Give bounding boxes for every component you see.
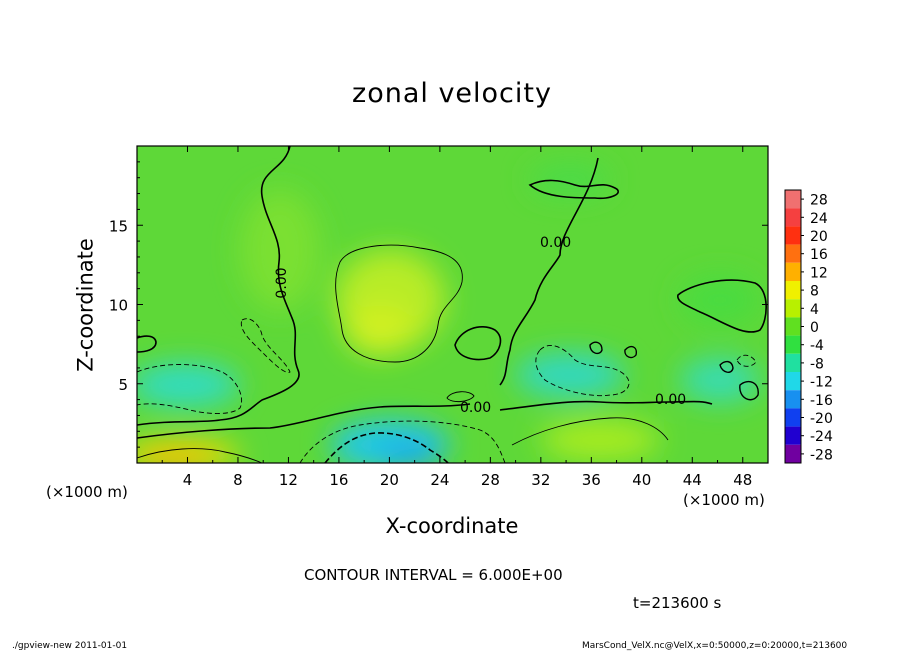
x-axis: 4 8 12 16 20 24 28 32 36 40 44 48 <box>161 146 752 489</box>
colorbar-label: 4 <box>810 302 819 318</box>
y-axis-label: Z-coordinate <box>73 238 98 372</box>
zero-contour-right-lower <box>499 400 713 411</box>
zero-contour-small-mid <box>624 345 638 359</box>
heatmap-field: 0.00 0.00 0.00 0.00 <box>137 146 768 463</box>
colorbar-label: 0 <box>810 320 819 336</box>
negative-contour-left <box>137 364 242 414</box>
colorbar-label: -4 <box>810 338 824 354</box>
colorbar-label: -8 <box>810 356 824 372</box>
y-tick-label: 15 <box>109 217 128 235</box>
footer-right: MarsCond_VelX.nc@VelX,x=0:50000,z=0:2000… <box>582 641 848 651</box>
colorbar-label: -20 <box>810 411 833 427</box>
colorbar-label: 28 <box>810 193 828 209</box>
chart-title: zonal velocity <box>352 78 552 109</box>
contour-label-zero-right: 0.00 <box>655 392 686 408</box>
zero-contour-small-far-right <box>739 380 759 401</box>
colorbar-label: -12 <box>810 375 833 391</box>
colorbar-label: -28 <box>810 447 833 463</box>
positive-contour-bottom-left <box>137 448 263 463</box>
x-tick-label: 32 <box>531 471 550 489</box>
colorbar-swatch <box>785 317 801 336</box>
x-unit-label-right: (×1000 m) <box>683 491 765 509</box>
negative-contour-bottom-outer <box>299 420 506 463</box>
contour-label-zero-top: 0.00 <box>540 235 571 251</box>
colorbar-swatch <box>785 444 801 463</box>
field-background <box>137 146 768 463</box>
zero-contour-right <box>499 157 599 386</box>
colorbar-swatch <box>785 208 801 227</box>
colorbar-swatch <box>785 426 801 445</box>
y-tick-label: 5 <box>118 376 128 394</box>
colorbar-label: 8 <box>810 284 819 300</box>
x-axis-label: X-coordinate <box>385 514 519 538</box>
colorbar-swatch <box>785 262 801 281</box>
colorbar-label: 16 <box>810 247 828 263</box>
neutral-region-top <box>530 165 610 195</box>
colorbar-swatch <box>785 226 801 245</box>
colorbar-label: 20 <box>810 229 828 245</box>
colorbar-swatch <box>785 299 801 318</box>
zero-contour-island-right <box>677 279 767 333</box>
colorbar-swatch <box>785 335 801 354</box>
zero-contour-left <box>137 146 300 426</box>
x-tick-label: 44 <box>683 471 702 489</box>
x-tick-label: 12 <box>279 471 298 489</box>
colorbar-swatch <box>785 408 801 427</box>
colorbar-label: 24 <box>810 211 828 227</box>
contour-label-zero-bottom: 0.00 <box>460 400 491 416</box>
time-note: t=213600 s <box>633 594 722 612</box>
colorbar-swatch <box>785 281 801 300</box>
negative-region-right <box>515 353 625 397</box>
positive-contour-6 <box>335 244 463 363</box>
zero-contour-lower <box>137 403 471 439</box>
contours <box>137 146 767 463</box>
negative-contour-6 <box>324 432 449 463</box>
x-unit-label-left: (×1000 m) <box>46 483 128 501</box>
contour-interval-note: CONTOUR INTERVAL = 6.000E+00 <box>304 566 563 584</box>
x-tick-label: 24 <box>430 471 449 489</box>
footer-left: ./gpview-new 2011-01-01 <box>12 641 128 651</box>
x-tick-label: 8 <box>233 471 243 489</box>
colorbar-swatch <box>785 353 801 372</box>
zero-contour-left-edge <box>137 335 157 353</box>
y-tick-label: 10 <box>109 297 128 315</box>
positive-contour-bottom-right <box>511 417 669 446</box>
x-tick-label: 4 <box>183 471 193 489</box>
contour-label-zero-left: 0.00 <box>274 267 290 298</box>
colorbar-label: -16 <box>810 393 833 409</box>
negative-contour-left-mid <box>240 318 291 373</box>
x-tick-label: 20 <box>380 471 399 489</box>
neutral-region-right <box>680 275 760 325</box>
x-tick-label: 40 <box>632 471 651 489</box>
colorbar-label: 12 <box>810 265 828 281</box>
y-axis: 5 10 15 <box>109 161 768 448</box>
positive-region-bottom-right <box>540 420 660 460</box>
x-tick-label: 16 <box>329 471 348 489</box>
zero-contour-top-island <box>528 179 620 200</box>
negative-region-left <box>137 363 240 407</box>
colorbar-swatch <box>785 390 801 409</box>
positive-core-bottom-left <box>137 450 215 463</box>
zero-contour-small-center <box>589 341 603 355</box>
positive-core-peak <box>345 305 415 355</box>
positive-contour-small <box>446 391 475 403</box>
contour-labels: 0.00 0.00 0.00 0.00 <box>274 235 686 416</box>
colorbar-swatch <box>785 190 801 209</box>
x-tick-label: 48 <box>733 471 752 489</box>
zero-contour-island-center <box>454 326 502 361</box>
positive-weak-left <box>240 190 320 310</box>
colorbar-swatch <box>785 244 801 263</box>
colorbar-swatch <box>785 372 801 391</box>
negative-core-bottom <box>380 443 440 463</box>
x-tick-label: 36 <box>582 471 601 489</box>
x-tick-label: 28 <box>481 471 500 489</box>
colorbar: 28 24 20 16 12 8 4 0 -4 -8 -12 -16 -20 -24 -28 <box>784 189 833 464</box>
colorbar-label: -24 <box>810 429 833 445</box>
zero-contour-small-right <box>719 360 734 373</box>
